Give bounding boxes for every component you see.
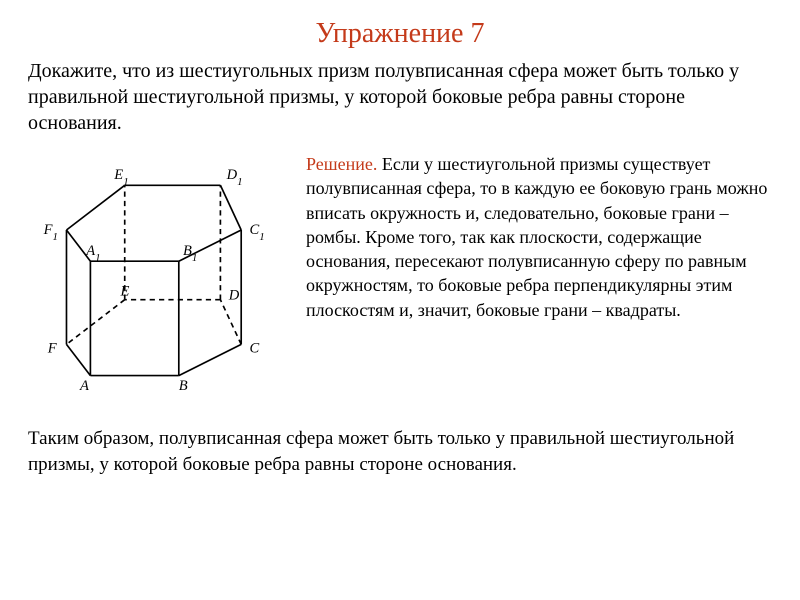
svg-text:E: E — [120, 284, 130, 300]
svg-text:F1: F1 — [43, 222, 58, 243]
solution-text: Решение. Если у шестиугольной призмы сущ… — [306, 152, 772, 322]
svg-text:C: C — [250, 341, 260, 357]
svg-text:A: A — [79, 378, 89, 394]
solution-body: Если у шестиугольной призмы существует п… — [306, 154, 767, 320]
svg-text:C1: C1 — [250, 222, 265, 243]
solution-label: Решение. — [306, 154, 377, 174]
svg-text:E1: E1 — [113, 167, 128, 188]
svg-text:F: F — [47, 341, 57, 357]
svg-text:D: D — [228, 288, 240, 304]
page-title: Упражнение 7 — [28, 18, 772, 50]
middle-row: ABCDEFA1B1C1D1E1F1 Решение. Если у шести… — [28, 152, 772, 412]
svg-text:B1: B1 — [183, 243, 197, 264]
svg-text:D1: D1 — [226, 167, 243, 188]
problem-text: Докажите, что из шестиугольных призм пол… — [28, 58, 772, 136]
svg-text:B: B — [179, 378, 188, 394]
prism-figure: ABCDEFA1B1C1D1E1F1 — [28, 152, 288, 412]
conclusion-text: Таким образом, полувписанная сфера может… — [28, 426, 772, 477]
